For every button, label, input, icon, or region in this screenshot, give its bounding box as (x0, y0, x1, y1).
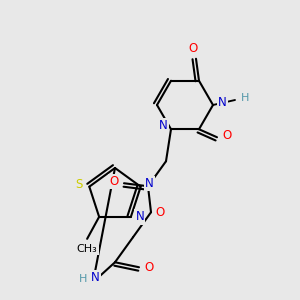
Text: O: O (155, 206, 165, 219)
Text: N: N (218, 97, 227, 110)
Text: H: H (241, 93, 249, 103)
Text: S: S (76, 178, 83, 191)
Text: N: N (136, 210, 144, 223)
Text: N: N (159, 119, 167, 132)
Text: O: O (222, 129, 232, 142)
Text: O: O (188, 42, 198, 55)
Text: CH₃: CH₃ (77, 244, 98, 254)
Text: O: O (110, 175, 118, 188)
Text: N: N (145, 177, 154, 190)
Text: O: O (144, 261, 154, 274)
Text: N: N (91, 271, 99, 284)
Text: H: H (79, 274, 87, 284)
